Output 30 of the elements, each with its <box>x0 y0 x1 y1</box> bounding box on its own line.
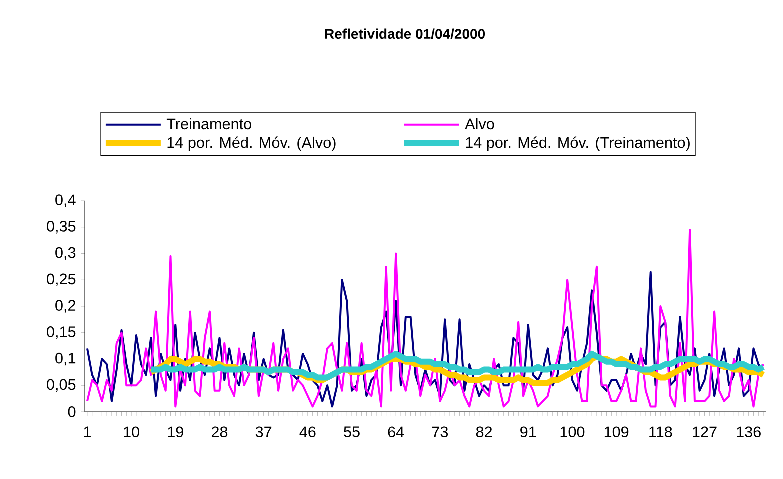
legend-label: 14 por. Méd. Móv. (Treinamento) <box>466 136 690 152</box>
x-tick-label: 37 <box>256 426 272 438</box>
y-tick-label: 0,4 <box>56 194 76 208</box>
x-tick-label: 28 <box>212 426 228 438</box>
y-tick-label: 0,2 <box>56 300 76 313</box>
x-tick-label: 82 <box>476 426 492 438</box>
legend-label: Treinamento <box>166 118 252 130</box>
x-tick-label: 109 <box>604 426 629 438</box>
y-tick-label: 0,35 <box>47 221 76 234</box>
x-tick-label: 64 <box>388 426 404 438</box>
x-tick-label: 73 <box>432 426 448 438</box>
x-tick-label: 118 <box>650 426 672 438</box>
x-tick-label: 100 <box>560 426 585 438</box>
x-tick-label: 91 <box>520 426 536 438</box>
y-tick-label: 0,25 <box>47 274 76 286</box>
legend-label: 14 por. Méd. Móv. (Alvo) <box>168 136 336 152</box>
x-tick-label: 1 <box>84 426 91 438</box>
y-tick-label: 0,3 <box>56 247 76 260</box>
x-tick-label: 19 <box>168 426 184 438</box>
y-tick-label: 0,05 <box>47 379 76 392</box>
chart-title: Refletividade 01/04/2000 <box>325 28 486 40</box>
x-tick-label: 55 <box>344 426 360 438</box>
y-tick-label: 0,1 <box>56 352 76 366</box>
x-tick-label: 46 <box>300 426 316 438</box>
y-tick-label: 0,15 <box>47 326 76 340</box>
legend-label: Alvo <box>465 118 494 130</box>
x-tick-label: 10 <box>124 426 140 438</box>
x-tick-label: 136 <box>737 426 761 438</box>
x-tick-label: 127 <box>693 426 717 438</box>
y-tick-label: 0 <box>68 406 76 418</box>
